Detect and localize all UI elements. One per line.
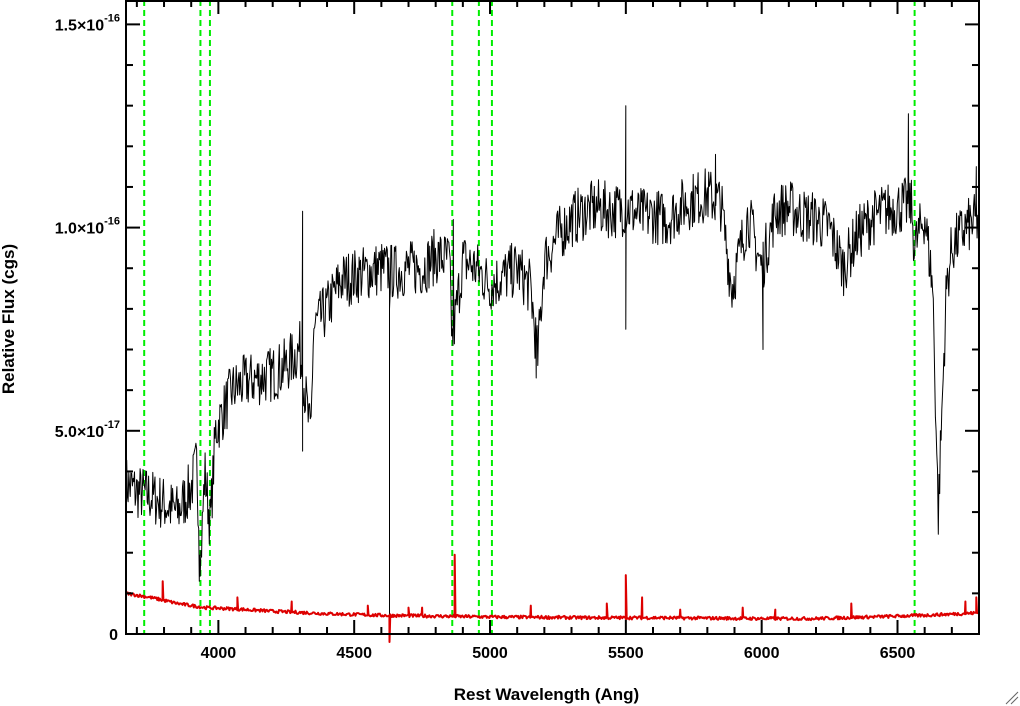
y-axis-title: Relative Flux (cgs) xyxy=(0,244,18,394)
x-tick-label: 5000 xyxy=(472,645,508,662)
series-layer xyxy=(125,105,980,643)
y-tick-label: 0 xyxy=(109,627,118,644)
resize-grip-icon[interactable] xyxy=(1005,691,1019,705)
y-tick-exponent: -16 xyxy=(104,216,120,228)
series-line-0 xyxy=(125,105,979,635)
y-tick-exponent: -16 xyxy=(104,12,120,24)
y-tick-mantissa: 1.0×10 xyxy=(55,221,104,238)
y-tick-label: 1.0×10-16 xyxy=(55,216,120,238)
x-axis-title: Rest Wavelength (Ang) xyxy=(454,685,639,704)
y-tick-label: 1.5×10-16 xyxy=(55,12,120,34)
x-tick-label: 5500 xyxy=(608,645,644,662)
y-tick-exponent: -17 xyxy=(104,419,120,431)
emission-line-markers xyxy=(143,0,916,634)
tick-labels: 4000 4500 5000 5500 6000 6500 0 5.0×10-17 1.0×10… xyxy=(55,12,916,662)
x-tick-label: 6500 xyxy=(880,645,916,662)
y-tick-label: 5.0×10-17 xyxy=(55,419,120,441)
plot-frame xyxy=(125,0,980,635)
x-tick-label: 4000 xyxy=(201,645,237,662)
x-tick-label: 6000 xyxy=(744,645,780,662)
axis-ticks xyxy=(126,0,980,635)
series-line-1 xyxy=(125,553,980,643)
y-tick-mantissa: 1.5×10 xyxy=(55,17,104,34)
y-tick-mantissa: 5.0×10 xyxy=(55,424,104,441)
x-tick-label: 4500 xyxy=(336,645,372,662)
